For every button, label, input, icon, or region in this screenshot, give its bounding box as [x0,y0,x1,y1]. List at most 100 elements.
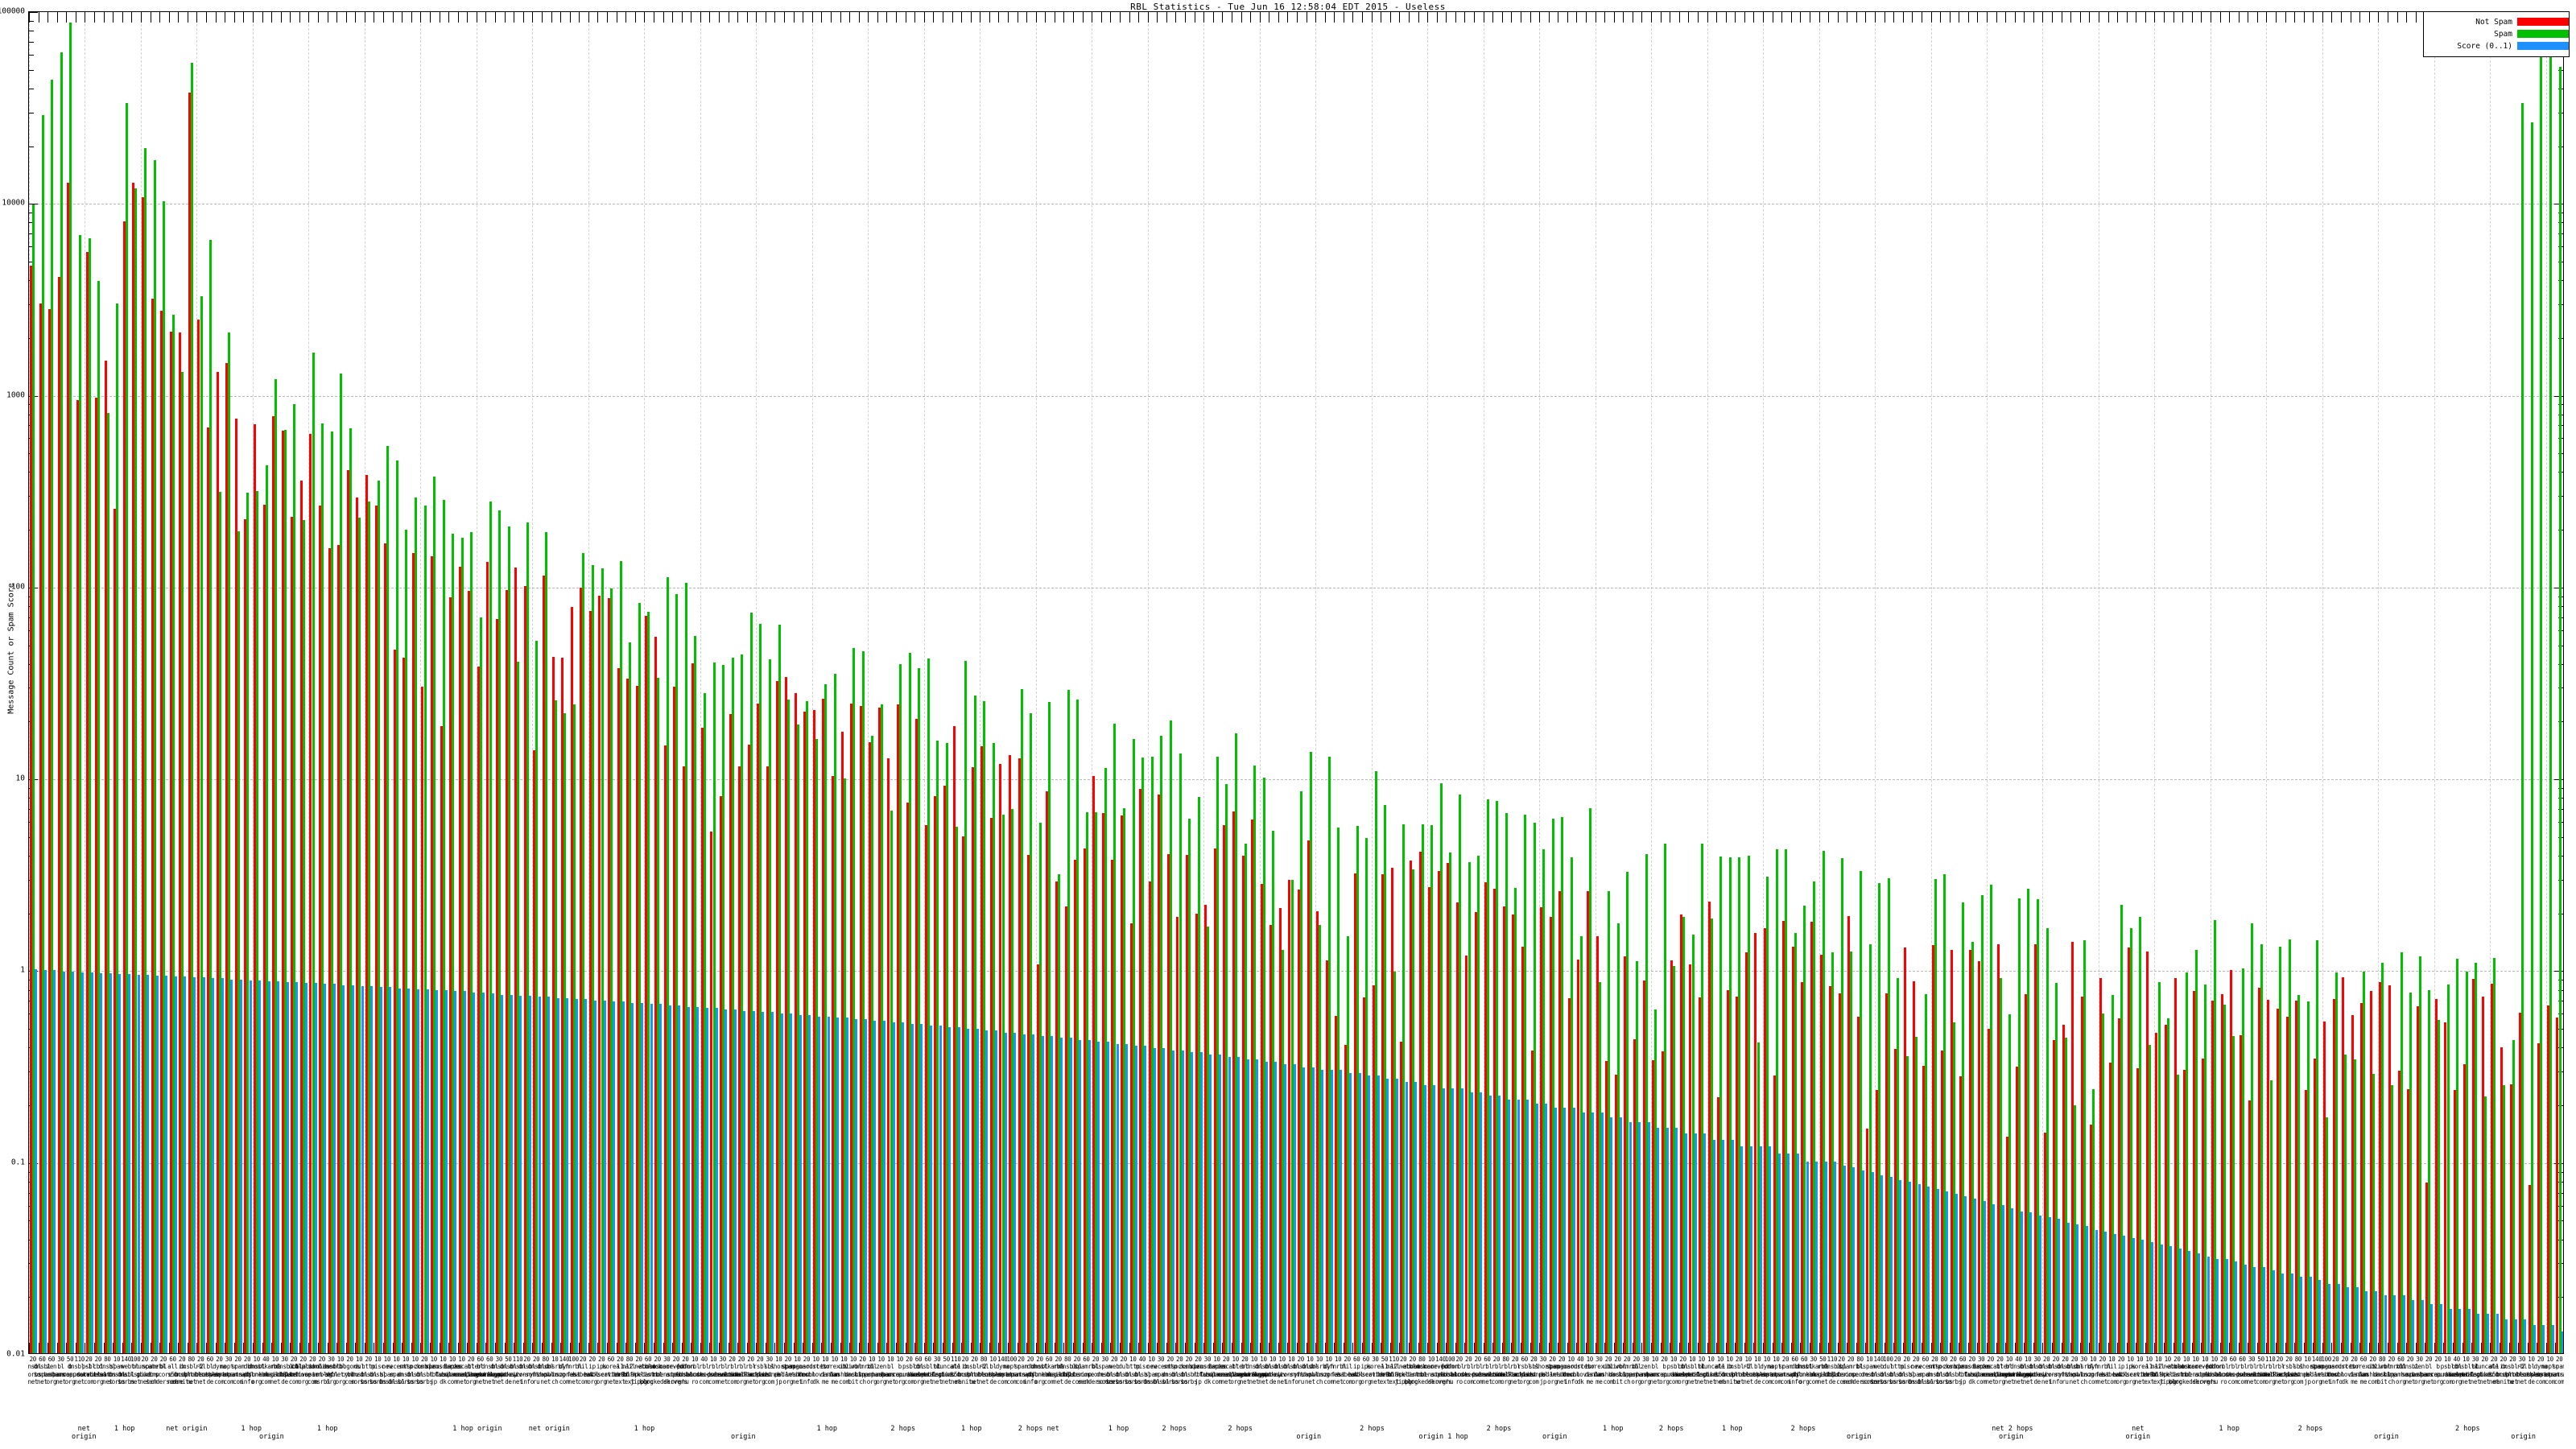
x-axis-label: 20 dnsbl-2 uceprotect net [1722,1356,1757,1386]
bar-group [477,12,486,1353]
bar-spam [927,658,930,1353]
x-axis-tick [2396,1343,2398,1353]
bar-score [967,1029,970,1353]
bar-group [1455,12,1465,1353]
bar-score [2309,1277,2312,1353]
bar-not-spam [850,703,853,1353]
x-axis-tick [1977,1343,1979,1353]
bar-not-spam [1885,993,1888,1353]
x-axis-label: 20 dyna spamrats com [205,1356,233,1386]
x-axis-tick [206,1343,208,1353]
bar-spam [2306,1001,2310,1353]
x-axis-tick [1222,12,1224,23]
x-axis-label: 10 noptr spamrats com [2536,1356,2564,1386]
y-axis-tick-label: 10 [15,774,25,783]
bar-spam [2092,1089,2095,1353]
bar-score [1600,1112,1604,1353]
bar-not-spam [1819,955,1823,1353]
x-axis-label: 10 bl mailspike net [1686,1356,1717,1386]
bar-score [1340,1070,1343,1353]
x-axis-label: 20 rbl dns-servicios com [1459,1356,1505,1386]
gridline-vertical [2154,12,2156,1353]
bar-score [1657,1127,1660,1353]
bar-group [644,12,654,1353]
bar-not-spam [859,705,862,1353]
bar-group [1045,12,1055,1353]
bar-score [799,1014,802,1353]
x-axis-tick [140,12,142,23]
bar-spam [1160,735,1163,1353]
x-axis-tick [588,1343,589,1353]
bar-spam [414,497,417,1353]
bar-not-spam [682,766,685,1353]
x-axis-tick [196,12,198,23]
x-axis-tick [1688,12,1690,23]
gridline-vertical [1427,12,1429,1353]
bar-spam [1262,778,1265,1353]
x-axis-tick [933,12,935,23]
x-axis-label: 80 dnsbl inps de [1059,1356,1076,1386]
bar-not-spam [2211,1001,2214,1353]
gridline-horizontal [29,395,2563,397]
bar-not-spam [775,681,778,1353]
x-axis-tick [1315,12,1317,23]
x-axis-tick [243,1343,245,1353]
x-axis-label: 20 spamsources dnsbl info [2318,1356,2355,1386]
bar-not-spam [1009,755,1012,1353]
bar-not-spam [626,679,630,1353]
x-axis-tick [94,12,96,23]
bar-spam [1253,765,1257,1353]
x-axis-tick [1996,1343,1997,1353]
bar-spam [2139,917,2142,1353]
bar-not-spam [281,430,284,1353]
x-axis-label: 20 spamguard leadmon net [1546,1356,1578,1386]
bar-score [1088,1039,1091,1353]
bar-score [1936,1188,1939,1353]
x-axis-tick [2145,12,2146,23]
bar-spam [209,240,213,1353]
bar-spam [1001,814,1005,1353]
bar-group [2388,12,2397,1353]
bar-group [2462,12,2472,1353]
x-axis-tick [215,12,217,23]
x-axis-tick [1185,1343,1187,1353]
x-axis-tick [2275,1343,2277,1353]
x-axis-tick [1045,1343,1046,1353]
x-axis-label: 20 rbl megarbl net [1046,1356,1071,1386]
x-axis-label: 30 0spam fusionzero com [1964,1356,1999,1386]
bar-score [762,1012,765,1353]
bar-spam [778,625,781,1353]
x-axis-label: 80 dnsbl zapbl net [537,1356,555,1386]
bar-group [2416,12,2425,1353]
y-axis-tick-label: 1000 [6,390,25,399]
x-axis-tick [1436,1343,1438,1353]
bar-score [519,996,522,1353]
bar-group [1372,12,1381,1353]
bar-score [2505,1319,2508,1353]
x-axis-tick [178,1343,180,1353]
bar-not-spam [663,745,667,1353]
x-axis-label: 20 mail-abuse blacklist jippg [1386,1356,1421,1386]
bar-group [2099,12,2108,1353]
bar-spam [2148,1044,2151,1353]
bar-score [2384,1295,2387,1353]
bar-score [2048,1217,2051,1353]
bar-group [271,12,281,1353]
bar-group [2369,12,2379,1353]
x-axis-group-note: 1 hop [114,1425,135,1433]
x-axis-tick [522,12,524,23]
x-axis-label: 40 dnsbl cyberlogic net [2001,1356,2036,1386]
x-axis-group-note: 1 hop [634,1425,655,1433]
bar-spam [1327,756,1331,1353]
bar-score [1032,1034,1035,1353]
x-axis-label: 20 dnsbl rymsho ru [526,1356,547,1386]
bar-not-spam [1269,925,1273,1353]
bar-group [1679,12,1689,1353]
x-axis-tick [1725,12,1727,23]
x-axis-label: 20 zombie dnsbl sorbs [1942,1356,1964,1386]
x-axis-label: 20 truncate gbudb net [130,1356,159,1386]
x-axis-label: 10 psbl surriel com [1662,1356,1686,1386]
bar-group [66,12,76,1353]
bar-group [1614,12,1624,1353]
x-axis-label: 20 all s5h net [2488,1356,2500,1386]
